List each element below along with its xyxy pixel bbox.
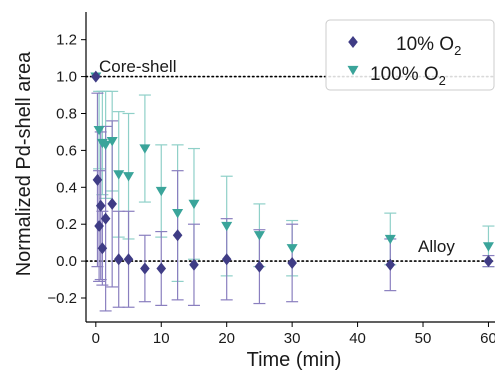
legend-marker-triangle <box>347 65 359 76</box>
data-point-10pct <box>113 253 124 266</box>
y-tick-label: 0.8 <box>56 105 77 122</box>
legend-label-series-2: 100% O2 <box>370 64 446 88</box>
data-point-10pct <box>189 258 199 271</box>
annotation-core-shell: Core-shell <box>99 57 176 76</box>
x-tick-label: 50 <box>415 330 432 347</box>
annotation-alloy: Alloy <box>418 237 455 256</box>
y-tick-label: 0.6 <box>56 142 77 159</box>
y-tick-label: 0.0 <box>56 253 77 270</box>
data-point-10pct <box>92 173 103 186</box>
legend-box <box>325 19 495 91</box>
x-tick-label: 20 <box>218 330 235 347</box>
y-tick-label: 0.2 <box>56 216 77 233</box>
data-point-100pct <box>221 221 233 232</box>
x-tick-label: 0 <box>92 330 100 347</box>
data-point-100pct <box>286 244 298 254</box>
data-point-100pct <box>482 242 494 252</box>
y-tick-label: −0.2 <box>47 290 77 307</box>
data-points <box>90 70 494 275</box>
legend: 10% O2 100% O2 <box>325 19 495 91</box>
data-point-10pct <box>123 253 134 266</box>
data-point-10pct <box>483 255 494 268</box>
y-tick-label: 1.0 <box>56 69 77 86</box>
data-point-100pct <box>253 231 265 241</box>
axes: 0 10 20 30 40 50 60 −0.2 0.0 0.2 0.4 0.6 0.8 1.0 1.2 <box>47 12 495 347</box>
x-tick-label: 60 <box>480 330 495 347</box>
data-point-10pct <box>287 256 297 269</box>
data-point-100pct <box>93 125 105 136</box>
data-point-100pct <box>139 144 151 154</box>
data-point-10pct <box>95 199 106 212</box>
y-axis-label: Normalized Pd-shell area <box>13 51 35 276</box>
error-bars <box>91 90 495 312</box>
data-point-100pct <box>188 199 200 210</box>
data-point-100pct <box>172 209 184 219</box>
data-point-10pct <box>107 197 117 210</box>
data-point-10pct <box>100 212 111 225</box>
data-point-100pct <box>384 234 396 245</box>
x-tick-label: 30 <box>284 330 301 347</box>
data-point-10pct <box>385 258 396 271</box>
data-point-10pct <box>156 262 167 275</box>
data-point-10pct <box>94 220 104 233</box>
data-point-100pct <box>155 186 167 197</box>
chart-text: Time (min) Normalized Pd-shell area Core… <box>13 51 455 371</box>
data-point-100pct <box>123 172 135 182</box>
reference-lines <box>85 75 495 262</box>
data-point-10pct <box>91 70 101 83</box>
data-point-10pct <box>221 253 232 266</box>
data-point-100pct <box>113 170 125 180</box>
x-tick-label: 10 <box>153 330 170 347</box>
data-point-10pct <box>140 262 150 275</box>
x-axis-label: Time (min) <box>247 349 342 371</box>
data-point-100pct <box>106 137 118 147</box>
x-tick-label: 40 <box>349 330 366 347</box>
legend-marker-diamond <box>348 36 358 48</box>
y-tick-label: 0.4 <box>56 179 77 196</box>
y-tick-label: 1.2 <box>56 32 77 49</box>
data-point-10pct <box>254 260 265 273</box>
data-point-10pct <box>97 242 108 255</box>
data-point-100pct <box>100 140 112 151</box>
legend-label-series-1: 10% O2 <box>396 34 461 58</box>
data-point-10pct <box>172 229 183 242</box>
